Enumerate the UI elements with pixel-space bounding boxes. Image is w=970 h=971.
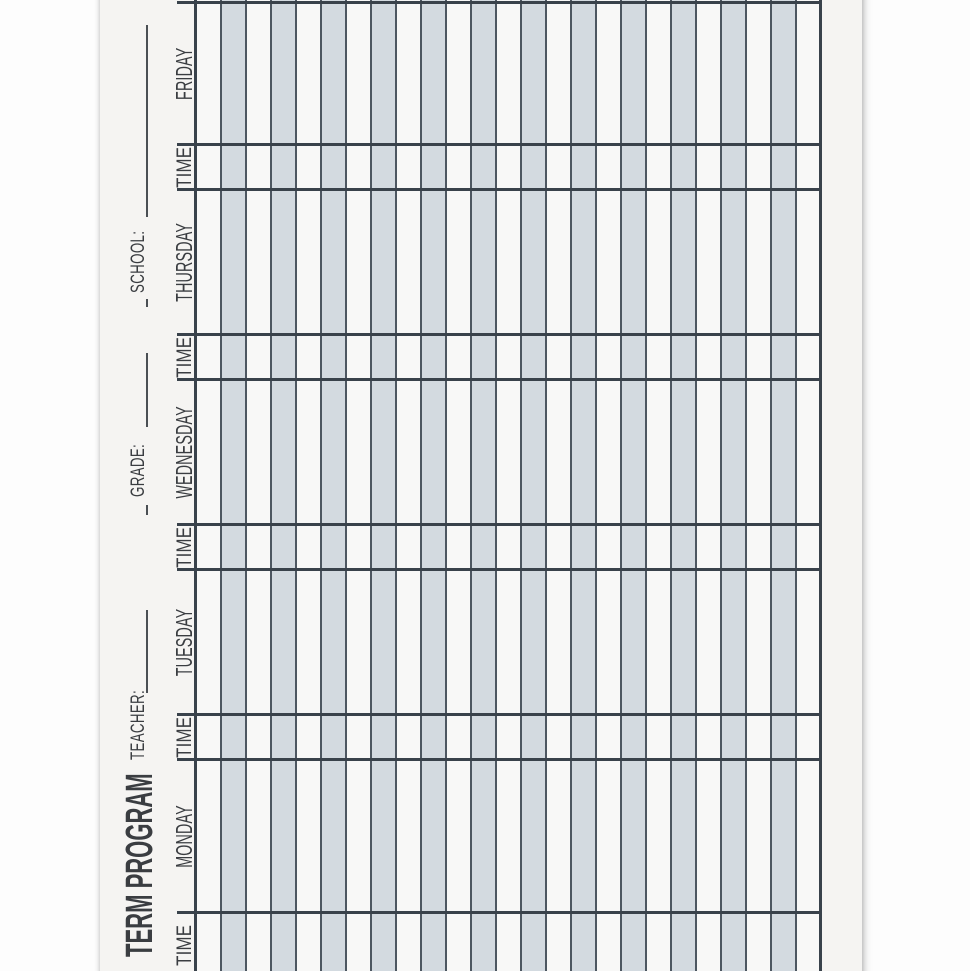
grade-field-underline-end [146,299,148,307]
column-border-line [177,378,822,381]
column-border-line [177,143,822,146]
column-header-time-4: TIME [170,335,197,380]
column-header-time-5: TIME [170,145,197,190]
column-border-line [177,911,822,914]
column-border-line [177,333,822,336]
column-border-line [177,1,822,4]
column-header-tuesday: TUESDAY [170,570,197,715]
page-title: TERM PROGRAM [119,773,161,957]
column-border-line [177,758,822,761]
school-field-label: SCHOOL: [128,230,149,293]
teacher-field-underline [146,610,148,693]
column-header-thursday: THURSDAY [170,190,197,335]
column-header-monday: MONDAY [170,760,197,913]
teacher-field-label: TEACHER: [128,689,149,760]
column-border-line [177,523,822,526]
column-header-friday: FRIDAY [170,3,197,145]
column-header-time-3: TIME [170,525,197,570]
column-header-time-1: TIME [170,913,197,971]
grade-field-label: GRADE: [128,443,149,497]
column-border-line [177,188,822,191]
column-border-line [177,713,822,716]
school-field-underline [146,25,148,217]
column-border-line [177,568,822,571]
teacher-field-underline-end [146,505,148,515]
column-header-time-2: TIME [170,715,197,760]
column-header-wednesday: WEDNESDAY [170,380,197,525]
grade-field-underline [146,353,148,427]
timetable-page: TERM PROGRAM TEACHER: GRADE: SCHOOL: TIM… [100,0,862,971]
